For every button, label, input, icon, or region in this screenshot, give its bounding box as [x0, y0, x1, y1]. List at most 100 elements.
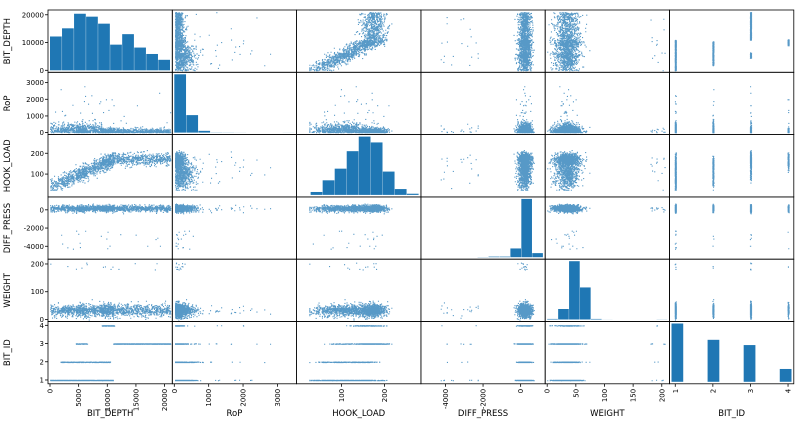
scatter-points-hook_load-vs-diff_press [440, 150, 535, 191]
x-tick-label-bit_depth-0: 0 [47, 389, 55, 393]
scatter-panel-bit_depth-vs-bit_id [674, 12, 790, 72]
scatter-points-bit_depth-vs-hook_load [309, 12, 393, 72]
hist-bar-bit_depth-1 [62, 28, 74, 71]
x-tick-label-bit_depth-4: 20000 [161, 389, 169, 411]
hist-bar-weight-2 [569, 261, 580, 320]
panel-frame-0-5 [669, 9, 795, 73]
scatter-points-diff_press-vs-rop [175, 203, 272, 250]
scatter-panel-bit_id-vs-weight [547, 325, 666, 382]
y-tick-label-rop-3: 3000 [26, 79, 44, 87]
y-tick-label-hook_load-0: 100 [31, 171, 44, 179]
scatter-panel-rop-vs-hook_load [309, 86, 393, 134]
y-tick-label-weight-1: 100 [31, 288, 44, 296]
x-tick-label-bit_id-3: 4 [785, 388, 793, 393]
panel-frame-3-5 [669, 196, 795, 260]
x-tick-label-bit_id-1: 2 [709, 389, 717, 393]
scatter-layer [50, 12, 790, 382]
hist-bar-hook_load-8 [394, 189, 407, 195]
y-axis-label-bit_depth: BIT_DEPTH [3, 18, 13, 64]
y-tick-label-weight-2: 200 [31, 260, 44, 268]
panel-frame-0-1 [171, 9, 298, 73]
scatter-points-weight-vs-bit_depth [50, 262, 172, 321]
x-tick-label-weight-1: 50 [572, 389, 580, 398]
x-axis-label-bit_id: BIT_ID [718, 409, 745, 419]
hist-bar-bit_id-9 [779, 368, 792, 382]
hist-bar-weight-0 [547, 318, 558, 320]
panel-frame-5-3 [420, 321, 546, 385]
scatter-panel-diff_press-vs-rop [175, 203, 272, 250]
y-tick-label-rop-0: 0 [40, 129, 44, 137]
scatter-panel-bit_id-vs-bit_depth [50, 325, 172, 382]
hist-bar-diff_press-10 [532, 253, 543, 258]
hist-bar-hook_load-9 [406, 193, 419, 195]
hist-bar-hook_load-2 [322, 180, 335, 195]
panel-frame-5-2 [296, 321, 422, 385]
y-tick-label-diff_press-0: -4000 [24, 243, 44, 251]
y-tick-label-bit_id-3: 4 [40, 322, 45, 330]
panel-frame-5-5 [669, 321, 795, 385]
hist-bar-rop-2 [198, 130, 211, 133]
scatter-points-weight-vs-diff_press [440, 262, 535, 321]
scatter-panel-hook_load-vs-bit_depth [50, 150, 172, 191]
scatter-panel-bit_depth-vs-diff_press [440, 12, 535, 72]
scatter-points-bit_id-vs-rop [175, 325, 272, 382]
x-tick-label-hook_load-0: 100 [338, 389, 346, 402]
hist-bar-bit_depth-8 [146, 53, 158, 71]
y-tick-label-hook_load-1: 200 [31, 150, 44, 158]
hist-bar-rop-0 [174, 74, 187, 133]
label-layer: BIT_DEPTH RoP HOOK_LOAD DIFF_PRESS WEIGHT BIT… [3, 18, 746, 419]
scatter-panel-rop-vs-diff_press [440, 86, 535, 134]
y-tick-label-diff_press-1: -2000 [24, 225, 44, 233]
x-tick-label-diff_press-0: -4000 [442, 389, 450, 409]
y-tick-label-diff_press-2: 0 [40, 206, 44, 214]
scatter-panel-diff_press-vs-weight [547, 203, 666, 250]
y-axis-label-hook_load: HOOK_LOAD [3, 139, 13, 192]
hist-bar-bit_id-3 [707, 339, 720, 382]
scatter-points-weight-vs-bit_id [674, 262, 790, 321]
hist-bar-bit_depth-3 [86, 16, 98, 71]
x-tick-label-rop-0: 0 [171, 389, 179, 393]
x-axis-label-rop: RoP [227, 409, 243, 419]
histogram-layer [50, 13, 792, 382]
scatter-points-diff_press-vs-hook_load [309, 203, 393, 250]
scatter-panel-diff_press-vs-bit_depth [50, 203, 172, 250]
x-axis-label-bit_depth: BIT_DEPTH [87, 409, 133, 419]
y-axis-label-diff_press: DIFF_PRESS [3, 203, 13, 253]
x-axis-label-weight: WEIGHT [590, 409, 625, 419]
hist-bar-diff_press-7 [499, 256, 511, 258]
hist-bar-bit_depth-9 [158, 59, 170, 71]
x-tick-label-bit_depth-1: 5000 [75, 389, 83, 407]
scatter-points-rop-vs-weight [547, 86, 666, 134]
panel-frame-1-5 [669, 71, 795, 136]
x-tick-label-bit_depth-3: 15000 [132, 389, 140, 411]
y-tick-label-rop-2: 2000 [26, 96, 44, 104]
tick-layer: 0 5000 10000 15000 20000 0 1000 2000 3000 100 200-… [22, 11, 793, 411]
scatter-points-bit_depth-vs-rop [175, 12, 272, 72]
y-axis-label-weight: WEIGHT [3, 272, 13, 307]
scatter-points-rop-vs-bit_id [674, 86, 790, 134]
scatter-panel-bit_depth-vs-weight [547, 12, 666, 72]
y-tick-label-bit_depth-2: 20000 [22, 11, 44, 19]
y-tick-label-rop-1: 1000 [26, 112, 44, 120]
scatter-panel-hook_load-vs-diff_press [440, 150, 535, 191]
y-tick-label-bit_depth-0: 0 [40, 67, 44, 75]
x-tick-label-weight-0: 0 [544, 389, 552, 393]
scatter-panel-weight-vs-rop [175, 262, 272, 321]
scatter-panel-rop-vs-bit_id [674, 86, 790, 134]
x-tick-label-hook_load-1: 200 [381, 389, 389, 402]
x-axis-label-hook_load: HOOK_LOAD [332, 409, 385, 419]
x-tick-label-weight-4: 200 [658, 389, 666, 402]
scatter-points-rop-vs-bit_depth [50, 86, 172, 134]
y-tick-label-weight-0: 0 [40, 316, 44, 324]
hist-bar-bit_depth-6 [122, 34, 134, 71]
x-tick-label-diff_press-2: 0 [517, 389, 525, 393]
scatter-panel-weight-vs-diff_press [440, 262, 535, 321]
x-tick-label-bit_depth-2: 10000 [104, 389, 112, 411]
panel-frame-1-0 [47, 71, 173, 136]
scatter-panel-weight-vs-bit_id [674, 262, 790, 321]
y-tick-label-bit_id-0: 1 [40, 376, 44, 384]
scatter-panel-bit_id-vs-rop [175, 325, 272, 382]
scatter-panel-rop-vs-bit_depth [50, 86, 172, 134]
hist-bar-weight-4 [590, 318, 602, 320]
hist-bar-weight-3 [580, 287, 591, 320]
